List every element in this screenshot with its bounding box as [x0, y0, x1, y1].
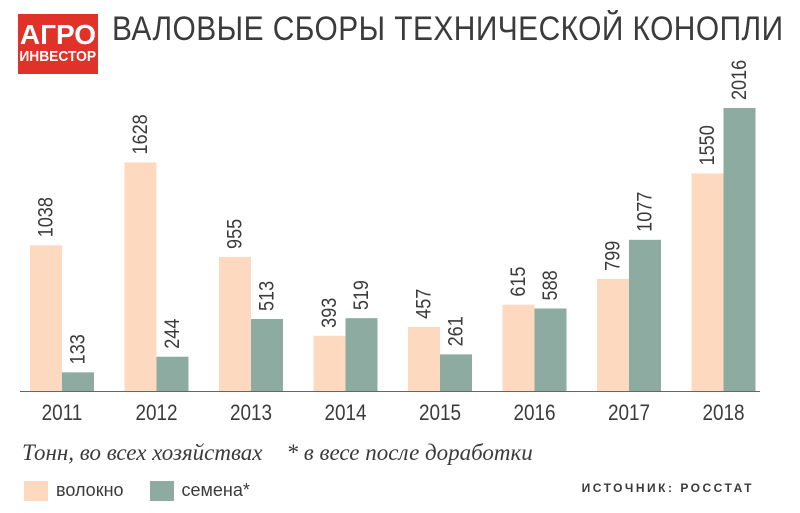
- logo-line-1: АГРО: [19, 19, 97, 50]
- data-label-fiber-2012: 1628: [129, 114, 153, 154]
- data-label-fiber-2018: 1550: [696, 125, 720, 165]
- bar-seeds-2017: [629, 239, 661, 391]
- logo-line-2: ИНВЕСТОР: [19, 48, 97, 65]
- data-label-seeds-2013: 513: [255, 281, 279, 311]
- x-tick-label-2017: 2017: [608, 401, 650, 426]
- bar-fiber-2017: [597, 278, 629, 391]
- source-credit: ИСТОЧНИК: РОССТАТ: [581, 481, 754, 495]
- x-tick-label-2016: 2016: [513, 401, 555, 426]
- data-label-seeds-2018: 2016: [728, 60, 752, 100]
- bar-fiber-2014: [313, 335, 346, 391]
- units-note: Тонн, во всех хозяйствах: [22, 440, 263, 465]
- x-tick-label-2011: 2011: [42, 401, 83, 426]
- data-label-seeds-2015: 261: [444, 316, 468, 346]
- data-label-fiber-2011: 1038: [34, 197, 58, 237]
- x-tick-label-2013: 2013: [230, 401, 272, 426]
- bar-fiber-2011: [30, 245, 62, 391]
- x-tick-label-2014: 2014: [324, 401, 366, 426]
- legend-item-fiber: волокно: [24, 480, 124, 501]
- data-label-seeds-2011: 133: [66, 334, 90, 364]
- legend-label-seeds: семена*: [181, 480, 250, 500]
- x-tick-label-2015: 2015: [419, 401, 461, 426]
- chart-title: ВАЛОВЫЕ СБОРЫ ТЕХНИЧЕСКОЙ КОНОПЛИ: [112, 10, 784, 48]
- legend-swatch-seeds: [149, 480, 174, 501]
- data-label-fiber-2016: 615: [507, 266, 531, 296]
- bar-seeds-2015: [440, 354, 472, 391]
- bar-seeds-2011: [62, 372, 94, 391]
- data-label-fiber-2017: 799: [601, 241, 625, 271]
- legend: волокно семена*: [24, 480, 276, 501]
- bar-seeds-2016: [534, 308, 567, 391]
- bar-seeds-2014: [345, 318, 378, 391]
- bar-seeds-2012: [156, 356, 189, 391]
- bar-fiber-2015: [408, 326, 440, 391]
- x-tick-label-2018: 2018: [702, 401, 744, 426]
- data-label-seeds-2014: 519: [350, 280, 374, 310]
- data-label-fiber-2014: 393: [318, 298, 342, 328]
- data-label-fiber-2015: 457: [412, 289, 436, 319]
- bar-fiber-2016: [502, 304, 535, 391]
- bar-fiber-2018: [691, 173, 724, 391]
- data-label-seeds-2012: 244: [161, 319, 185, 349]
- agroinvestor-logo: АГРО ИНВЕСТОР: [18, 14, 98, 74]
- footnote: * в весе после доработки: [286, 440, 533, 465]
- bar-fiber-2012: [124, 162, 157, 391]
- legend-swatch-fiber: [24, 480, 48, 501]
- x-tick-label-2012: 2012: [135, 401, 177, 426]
- bar-seeds-2013: [251, 318, 283, 391]
- bar-seeds-2018: [723, 108, 756, 391]
- data-label-fiber-2013: 955: [223, 219, 247, 249]
- legend-item-seeds: семена*: [149, 480, 250, 501]
- chart-note: Тонн, во всех хозяйствах * в весе после д…: [22, 440, 533, 466]
- data-label-seeds-2016: 588: [539, 270, 563, 300]
- legend-label-fiber: волокно: [56, 480, 124, 500]
- data-label-seeds-2017: 1077: [633, 192, 657, 232]
- bar-fiber-2013: [219, 256, 251, 391]
